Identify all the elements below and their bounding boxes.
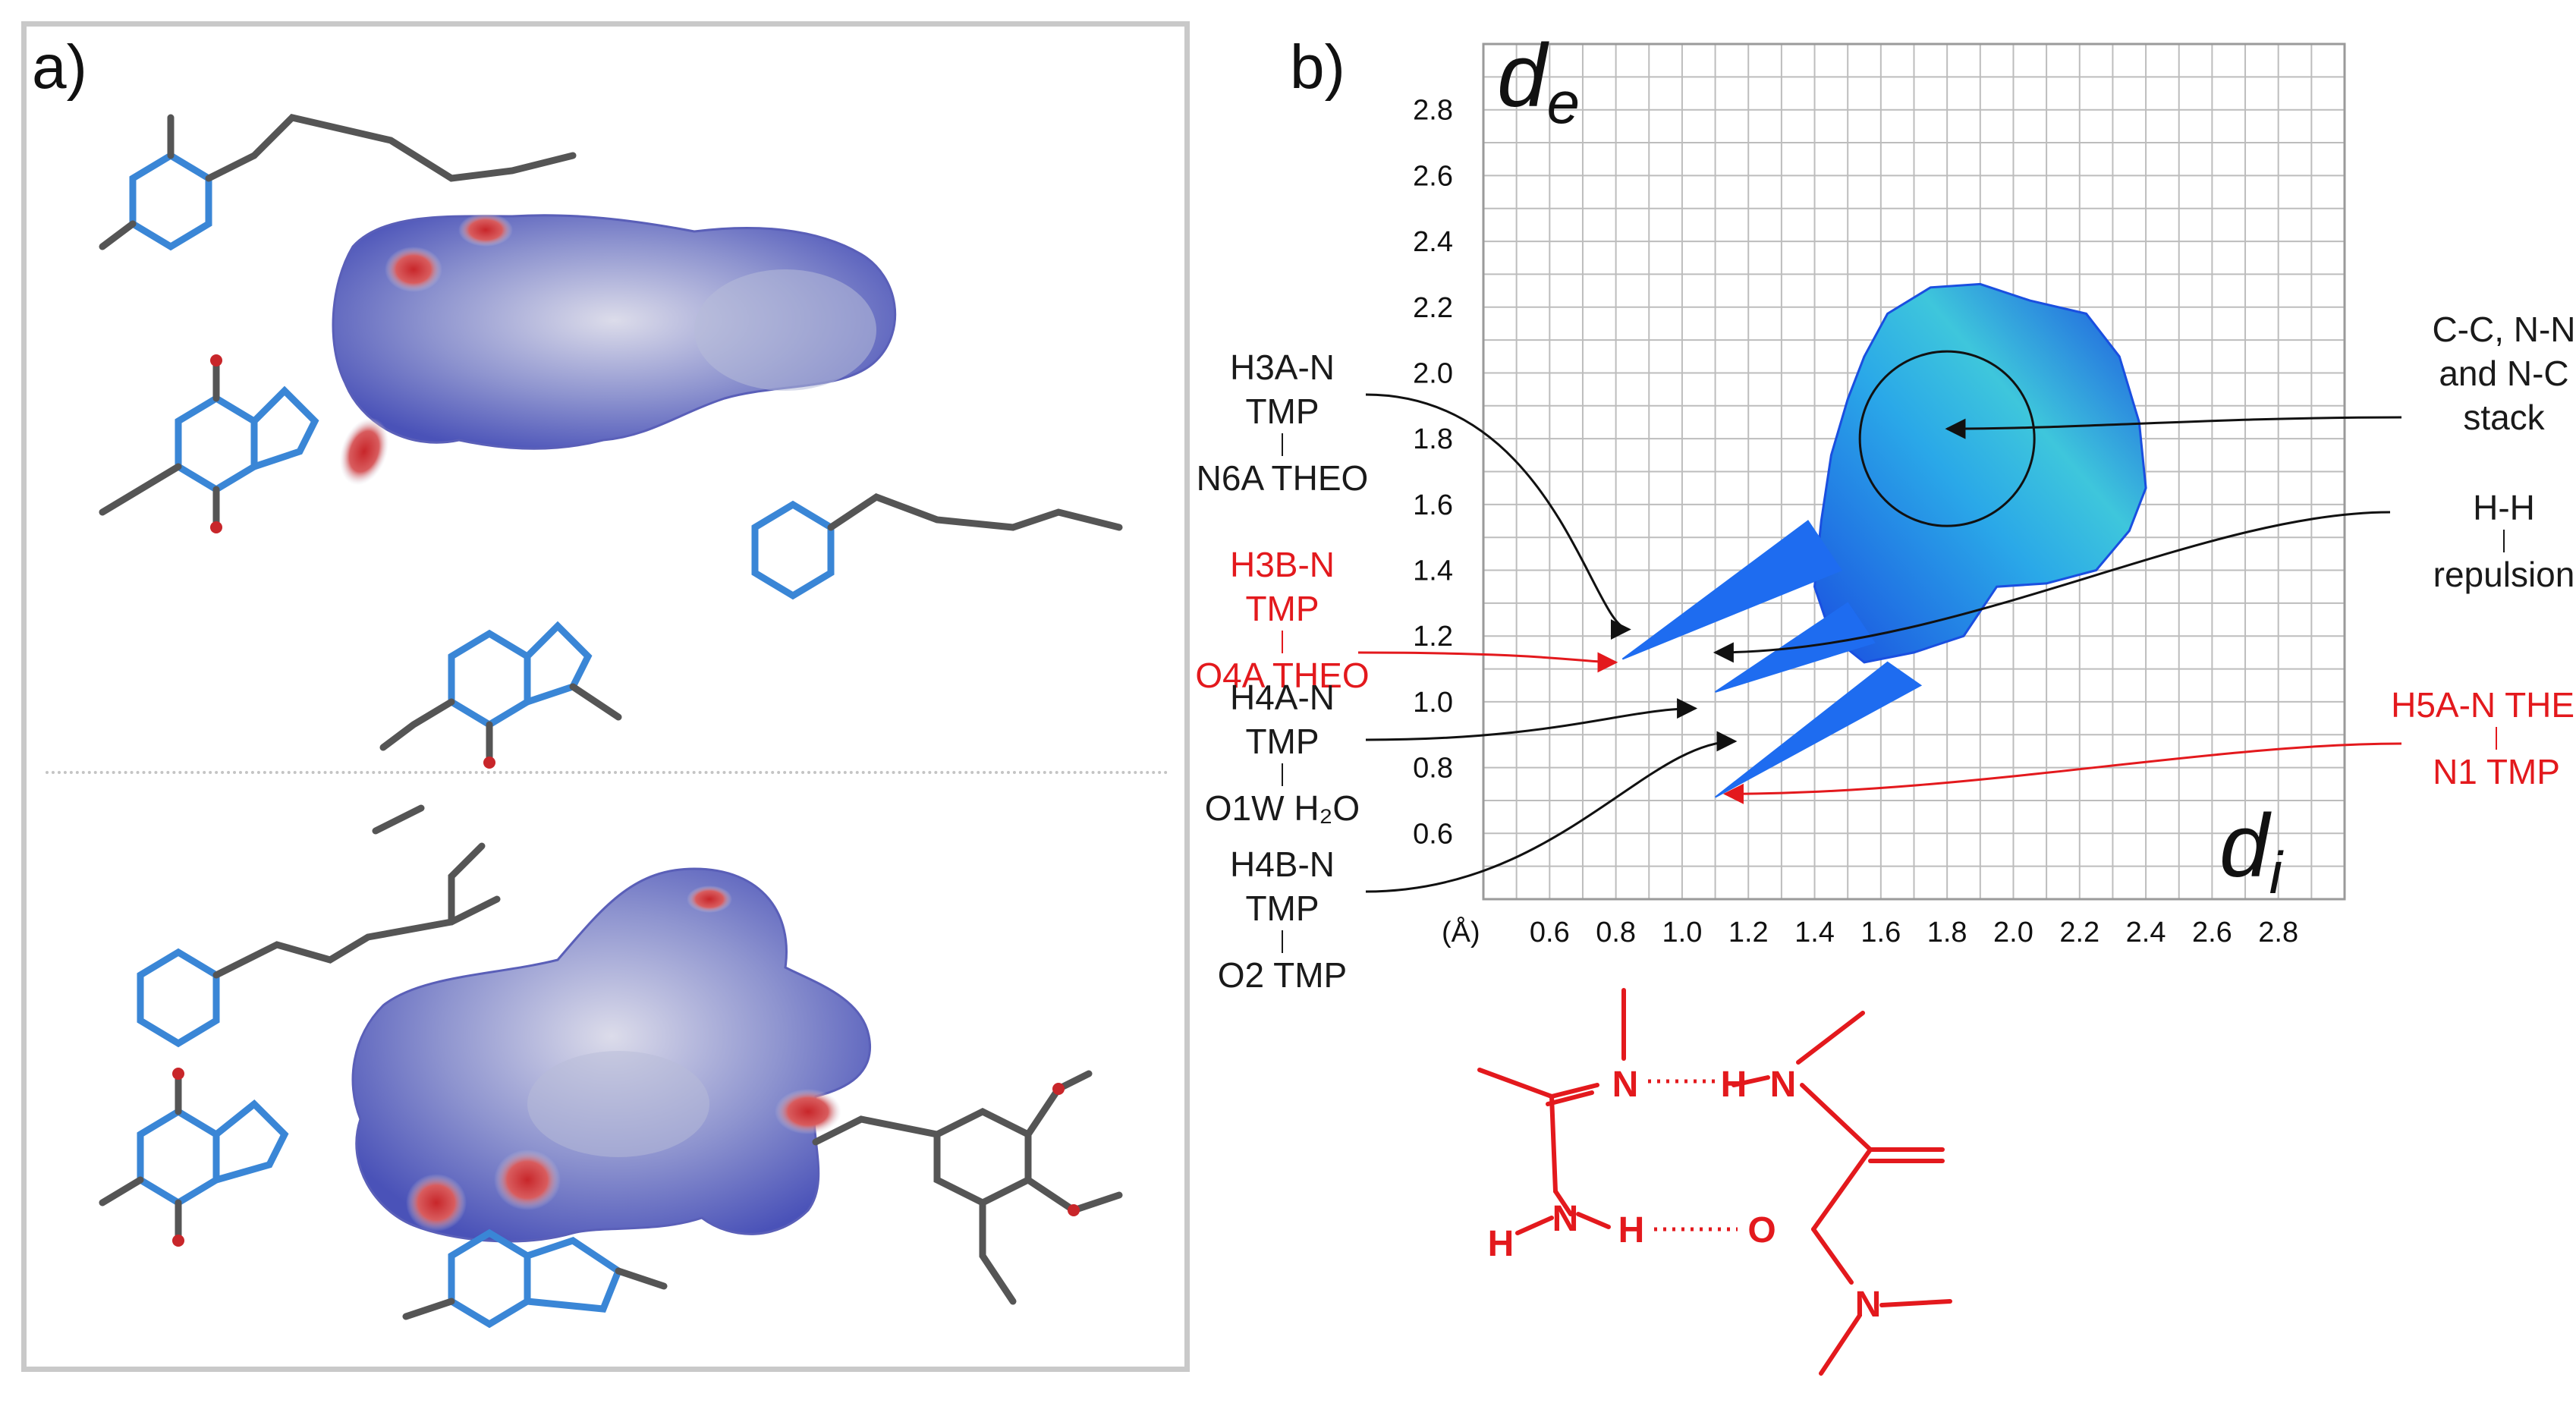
molecule-sticks-bottom [99, 804, 1123, 1329]
scheme-atom-h3: H [1618, 1210, 1645, 1250]
molecule-sticks-top [99, 114, 1123, 769]
scheme-atom-n3: N [1552, 1199, 1579, 1239]
annotation-line: N6A THEO [1196, 458, 1369, 498]
annotation-arrow [1357, 651, 1618, 673]
annotation-separator [1282, 433, 1283, 456]
annotation-arrow [1365, 393, 1631, 640]
annotation-line: H4B-N TMP [1229, 845, 1335, 928]
annotation-caption: H4B-N TMP O2 TMP [1191, 842, 1373, 997]
y-tick-label: 2.0 [1413, 357, 1453, 389]
fingerprint-spike [1715, 602, 1876, 693]
annotation-caption: H3A-N TMP N6A THEO [1191, 345, 1373, 500]
x-tick-label: 0.8 [1596, 917, 1636, 948]
x-tick-label: 2.8 [2258, 917, 2298, 948]
y-tick-label: 0.6 [1413, 818, 1453, 850]
fingerprint-scatter [1621, 282, 2147, 798]
hirshfeld-surface-top [332, 213, 897, 486]
scheme-atom-n2: N [1770, 1065, 1797, 1105]
y-tick-label: 2.8 [1413, 95, 1453, 127]
annotation-separator [1282, 763, 1283, 786]
annotation-line: H3B-N TMP [1229, 545, 1335, 628]
di-axis-label: di [2219, 796, 2285, 906]
scheme-atom-h1: H [1721, 1065, 1747, 1105]
annotation-line: H3A-N TMP [1229, 348, 1335, 431]
scheme-atom-n1: N [1612, 1065, 1639, 1105]
x-tick-label: 2.2 [2059, 917, 2099, 948]
y-tick-label: 1.2 [1413, 621, 1453, 653]
y-tick-label: 2.4 [1413, 226, 1453, 258]
x-tick-label: 2.0 [1993, 917, 2033, 948]
annotation-line: C-C, N-N [2432, 310, 2576, 349]
annotation-caption: H-H repulsion [2390, 486, 2576, 596]
x-tick-label: 1.6 [1860, 917, 1901, 948]
y-tick-label: 1.4 [1413, 555, 1453, 587]
annotation-arrow [1945, 416, 2402, 439]
panel-a-frame [21, 21, 1190, 1372]
y-tick-label: 1.8 [1413, 423, 1453, 455]
plot-frame [1482, 42, 2346, 901]
annotation-separator [2503, 530, 2505, 552]
stack-region-circle [1858, 350, 2036, 527]
annotation-arrows [1357, 393, 2402, 893]
annotation-line: and N-C [2439, 354, 2569, 393]
annotation-caption: H5A-N THEO N1 TMP [2383, 683, 2576, 794]
x-tick-label: 1.8 [1927, 917, 1967, 948]
annotation-caption: C-C, N-N and N-C stack [2390, 307, 2576, 439]
x-tick-label: 2.6 [2192, 917, 2232, 948]
panel-a-divider [46, 771, 1168, 774]
annotation-separator [2496, 727, 2497, 750]
hirshfeld-surface-bottom [351, 867, 871, 1243]
annotation-arrow [1722, 742, 2402, 804]
annotation-arrow [1365, 698, 1698, 741]
annotation-line: O1W H₂O [1204, 788, 1360, 828]
hirshfeld-surface-illustration [99, 114, 1123, 1329]
scheme-atom-h2: H [1488, 1224, 1514, 1264]
x-tick-label: 1.4 [1794, 917, 1835, 948]
y-tick-label: 1.0 [1413, 687, 1453, 719]
x-tick-label: 1.0 [1662, 917, 1703, 948]
annotation-line: repulsion [2433, 555, 2575, 594]
panel-b-label: b) [1290, 33, 1345, 102]
annotation-line: N1 TMP [2433, 752, 2560, 791]
annotation-separator [1282, 930, 1283, 953]
annotation-line: H5A-N THEO [2391, 685, 2576, 725]
scatter-body [1813, 282, 2147, 664]
x-tick-label: 1.2 [1728, 917, 1769, 948]
scheme-atom-n4: N [1855, 1285, 1882, 1325]
annotation-arrow [1365, 731, 1738, 893]
annotation-separator [1282, 631, 1283, 653]
annotation-caption: H4A-N TMP O1W H₂O [1191, 675, 1373, 830]
x-tick-label: 2.4 [2126, 917, 2166, 948]
fingerprint-spike [1621, 520, 1842, 660]
panel-a-label: a) [32, 33, 87, 102]
axis-ticks: 0.6 0.8 1.0 1.2 1.4 1.6 1.8 2.0 2.2 2.4 2.6 2.8 2.8 2… [1413, 95, 2298, 948]
y-tick-label: 1.6 [1413, 489, 1453, 521]
annotation-line: O2 TMP [1217, 955, 1348, 995]
annotation-line: O4A THEO [1195, 656, 1370, 695]
annotation-line: stack [2463, 398, 2545, 437]
annotation-caption: H3B-N TMP O4A THEO [1191, 543, 1373, 697]
fingerprint-spike [1714, 661, 1923, 798]
y-tick-label: 2.2 [1413, 292, 1453, 324]
y-tick-label: 2.6 [1413, 160, 1453, 192]
unit-label: (Å) [1442, 915, 1480, 948]
x-tick-label: 0.6 [1530, 917, 1570, 948]
plot-grid [1482, 42, 2346, 901]
scheme-atom-o: O [1747, 1210, 1776, 1250]
de-axis-label: de [1497, 26, 1580, 136]
annotation-arrow [1713, 511, 2391, 663]
annotation-line: H-H [2473, 488, 2535, 527]
annotation-line: H4A-N TMP [1229, 678, 1335, 761]
y-tick-label: 0.8 [1413, 753, 1453, 785]
